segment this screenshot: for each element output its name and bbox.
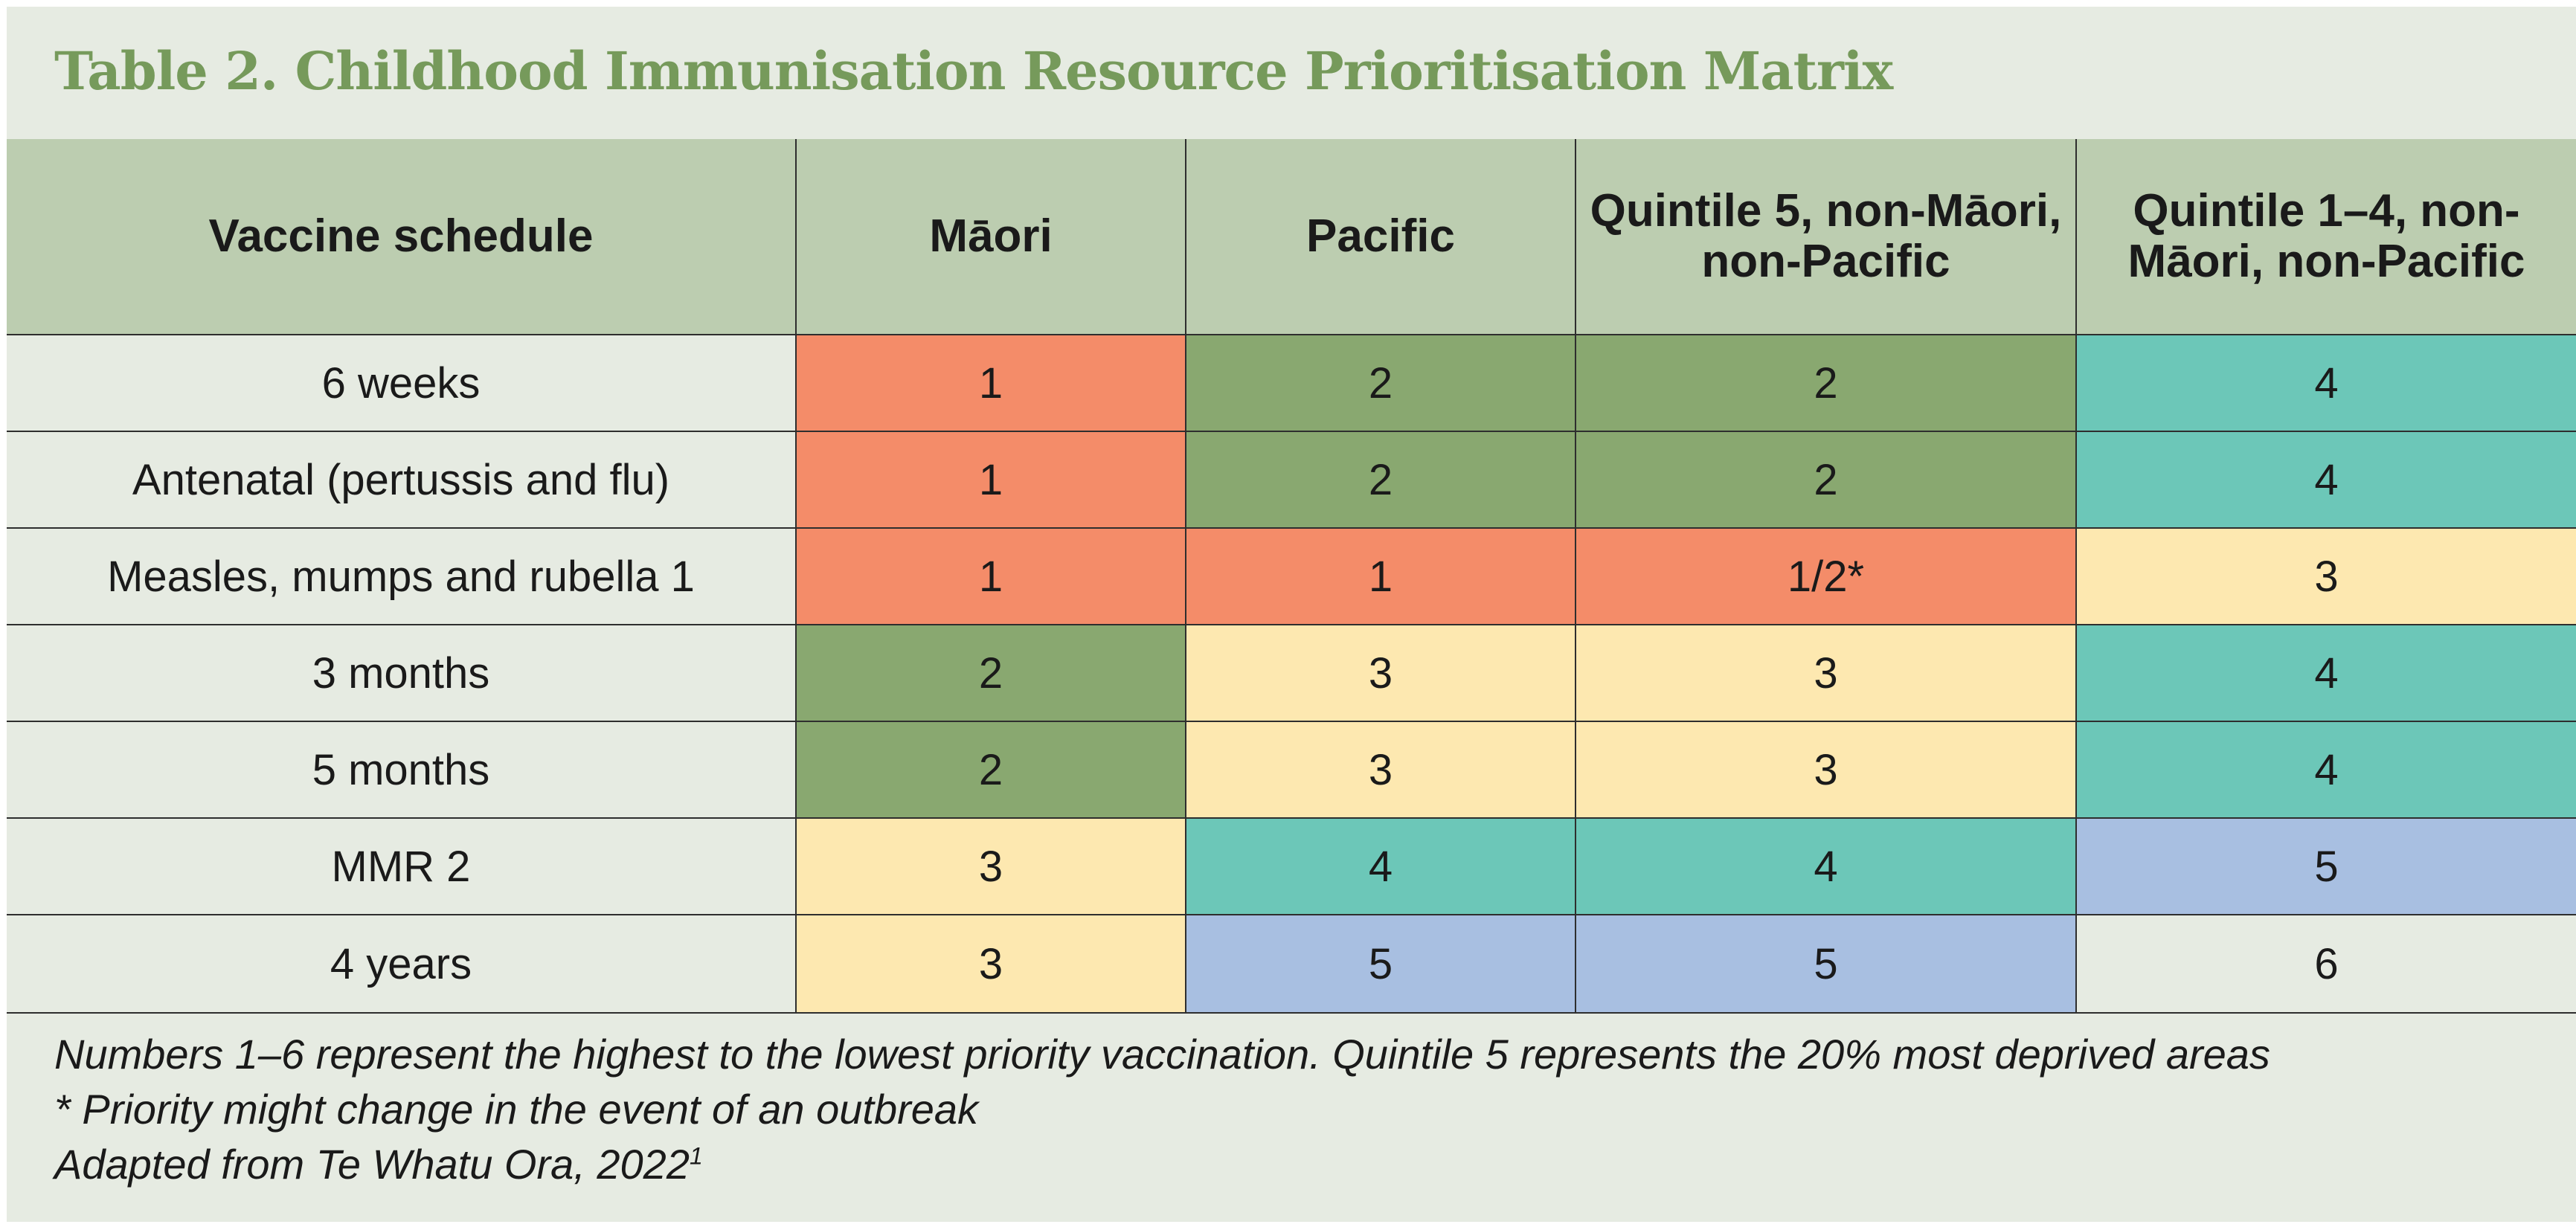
table-row: Measles, mumps and rubella 1 1 1 1/2* 3 bbox=[7, 527, 2576, 625]
priority-cell-quintile-1-4: 6 bbox=[2075, 914, 2576, 1014]
priority-cell-maori: 1 bbox=[795, 334, 1186, 432]
priority-cell-maori: 3 bbox=[795, 817, 1186, 915]
row-label-vaccine-schedule: 3 months bbox=[7, 624, 797, 722]
table-row: 3 months 2 3 3 4 bbox=[7, 624, 2576, 722]
row-label-vaccine-schedule: 5 months bbox=[7, 721, 797, 819]
header-vaccine-schedule: Vaccine schedule bbox=[7, 139, 797, 335]
priority-cell-pacific: 2 bbox=[1185, 334, 1576, 432]
priority-cell-pacific: 5 bbox=[1185, 914, 1576, 1014]
priority-cell-quintile-5: 2 bbox=[1575, 431, 2077, 529]
header-row: Vaccine schedule Māori Pacific Quintile … bbox=[7, 139, 2576, 335]
priority-cell-maori: 2 bbox=[795, 624, 1186, 722]
footnote-reference: 1 bbox=[689, 1142, 703, 1170]
table-row: 5 months 2 3 3 4 bbox=[7, 721, 2576, 819]
header-quintile-1-4: Quintile 1–4, non-Māori, non-Pacific bbox=[2075, 139, 2576, 335]
priority-cell-pacific: 3 bbox=[1185, 624, 1576, 722]
header-maori: Māori bbox=[795, 139, 1186, 335]
note-outbreak: * Priority might change in the event of … bbox=[54, 1086, 979, 1133]
table-panel: Table 2. Childhood Immunisation Resource… bbox=[7, 7, 2576, 1222]
priority-cell-maori: 1 bbox=[795, 527, 1186, 625]
row-label-vaccine-schedule: Antenatal (pertussis and flu) bbox=[7, 431, 797, 529]
priority-cell-maori: 3 bbox=[795, 914, 1186, 1014]
row-label-vaccine-schedule: MMR 2 bbox=[7, 817, 797, 915]
priority-cell-quintile-1-4: 4 bbox=[2075, 334, 2576, 432]
prioritisation-matrix-table: Vaccine schedule Māori Pacific Quintile … bbox=[7, 139, 2576, 1014]
row-label-vaccine-schedule: Measles, mumps and rubella 1 bbox=[7, 527, 797, 625]
table-title: Table 2. Childhood Immunisation Resource… bbox=[54, 40, 1893, 102]
row-label-vaccine-schedule: 4 years bbox=[7, 914, 797, 1014]
note-priority-scale: Numbers 1–6 represent the highest to the… bbox=[54, 1031, 2270, 1078]
priority-cell-quintile-1-4: 5 bbox=[2075, 817, 2576, 915]
priority-cell-quintile-1-4: 4 bbox=[2075, 721, 2576, 819]
row-label-vaccine-schedule: 6 weeks bbox=[7, 334, 797, 432]
header-quintile-5: Quintile 5, non-Māori, non-Pacific bbox=[1575, 139, 2077, 335]
table-row: 4 years 3 5 5 6 bbox=[7, 914, 2576, 1014]
source-text: Adapted from Te Whatu Ora, 2022 bbox=[54, 1141, 690, 1188]
table-row: Antenatal (pertussis and flu) 1 2 2 4 bbox=[7, 431, 2576, 529]
priority-cell-maori: 2 bbox=[795, 721, 1186, 819]
priority-cell-pacific: 4 bbox=[1185, 817, 1576, 915]
priority-cell-pacific: 3 bbox=[1185, 721, 1576, 819]
table-body: 6 weeks 1 2 2 4 Antenatal (pertussis and flu)… bbox=[7, 334, 2576, 1014]
priority-cell-quintile-1-4: 4 bbox=[2075, 624, 2576, 722]
priority-cell-quintile-5: 5 bbox=[1575, 914, 2077, 1014]
table-row: 6 weeks 1 2 2 4 bbox=[7, 334, 2576, 432]
priority-cell-quintile-1-4: 3 bbox=[2075, 527, 2576, 625]
priority-cell-quintile-5: 1/2* bbox=[1575, 527, 2077, 625]
note-source: Adapted from Te Whatu Ora, 20221 bbox=[54, 1137, 2270, 1192]
table-notes: Numbers 1–6 represent the highest to the… bbox=[54, 1027, 2270, 1192]
priority-cell-quintile-1-4: 4 bbox=[2075, 431, 2576, 529]
header-pacific: Pacific bbox=[1185, 139, 1576, 335]
priority-cell-quintile-5: 3 bbox=[1575, 721, 2077, 819]
priority-cell-quintile-5: 3 bbox=[1575, 624, 2077, 722]
priority-cell-quintile-5: 2 bbox=[1575, 334, 2077, 432]
priority-cell-pacific: 2 bbox=[1185, 431, 1576, 529]
priority-cell-quintile-5: 4 bbox=[1575, 817, 2077, 915]
priority-cell-pacific: 1 bbox=[1185, 527, 1576, 625]
priority-cell-maori: 1 bbox=[795, 431, 1186, 529]
